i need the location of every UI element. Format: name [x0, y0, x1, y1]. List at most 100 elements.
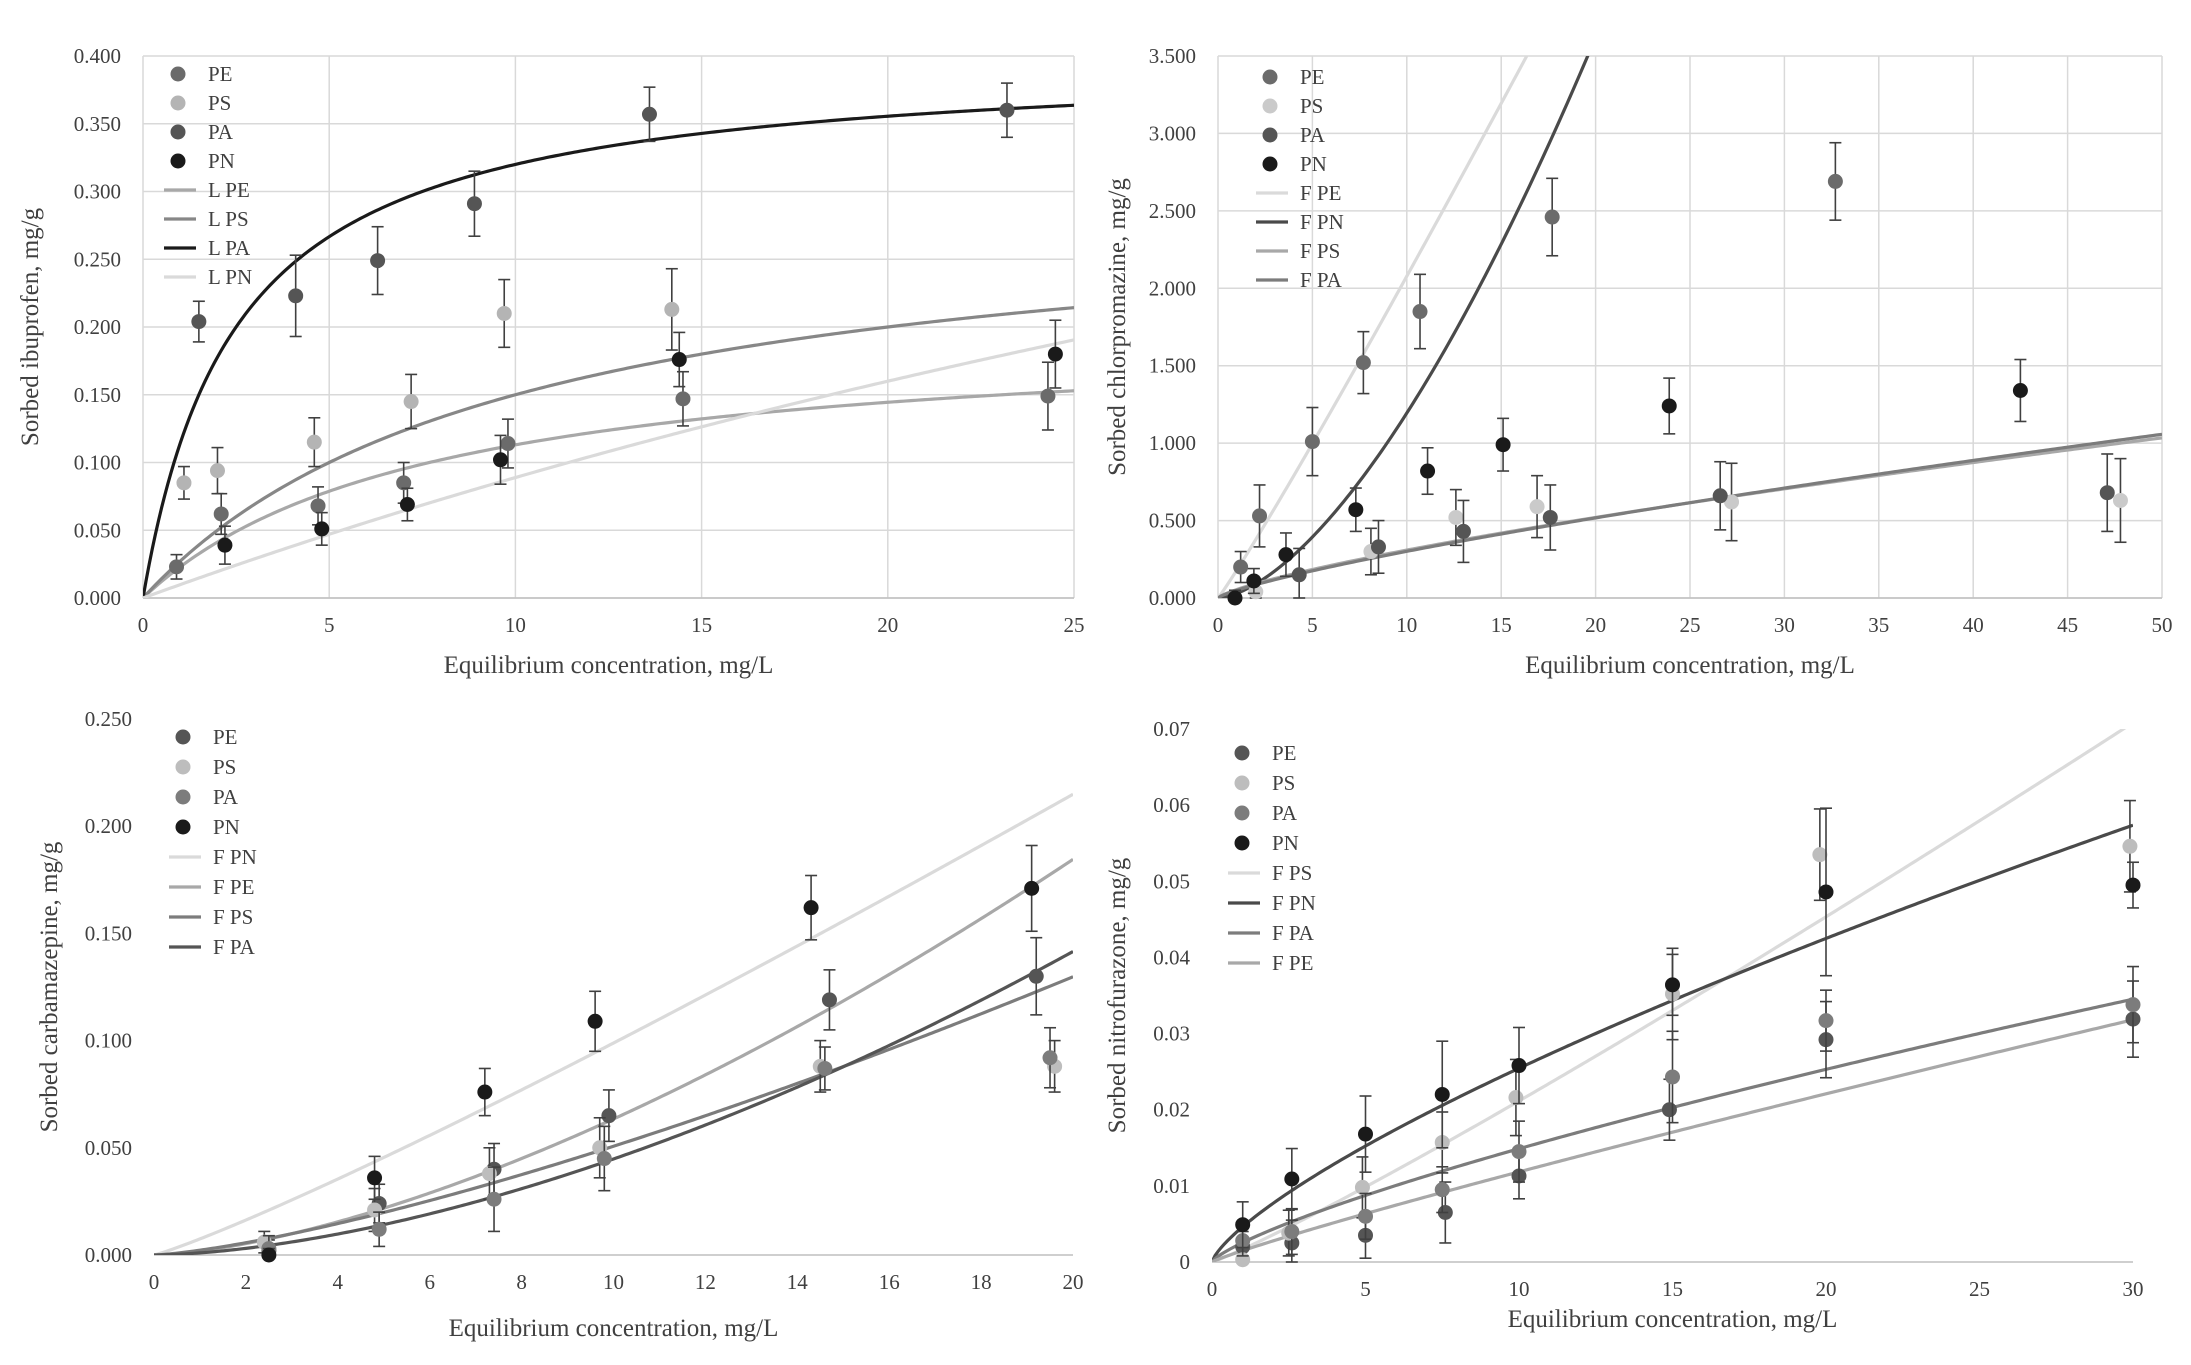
- legend: PE PS PA PN F PS F PN F PA F PE: [1228, 741, 1316, 975]
- x-tick-label: 25: [1064, 613, 1085, 637]
- data-point: [1284, 1171, 1300, 1187]
- y-tick-label: 0.07: [1153, 717, 1190, 741]
- y-tick-label: 0.100: [74, 451, 121, 475]
- data-point: [209, 463, 225, 479]
- x-tick-label: 20: [1816, 1277, 1837, 1301]
- data-point: [1434, 1182, 1450, 1198]
- data-point: [587, 1013, 603, 1029]
- fit-line-l-pn: [143, 338, 1074, 598]
- data-point: [314, 521, 330, 537]
- data-point: [1529, 499, 1545, 515]
- legend-label: PN: [1272, 831, 1299, 855]
- x-tick-label: 15: [1491, 613, 1512, 637]
- legend-label: PA: [1272, 801, 1298, 825]
- x-tick-label: 30: [2123, 1277, 2144, 1301]
- chart-panel-1: 0.000 0.050 0.100 0.150 0.200 0.250 0.300 0.350…: [17, 44, 1085, 679]
- x-axis-title: Equilibrium concentration, mg/L: [444, 652, 774, 679]
- series-pn: [217, 319, 1063, 565]
- data-point: [1544, 209, 1560, 225]
- y-tick-label: 0.01: [1153, 1174, 1190, 1198]
- x-tick-label: 12: [695, 1270, 716, 1294]
- data-point: [2012, 382, 2028, 398]
- y-tick-label: 2.500: [1149, 199, 1196, 223]
- data-point: [1227, 590, 1243, 606]
- data-point: [1495, 437, 1511, 453]
- data-point: [403, 394, 419, 410]
- x-tick-label: 4: [333, 1270, 344, 1294]
- data-point: [1278, 547, 1294, 563]
- legend-label: F PN: [1300, 210, 1344, 234]
- y-tick-label: 3.000: [1149, 121, 1196, 145]
- data-point: [1665, 1069, 1680, 1085]
- data-point: [370, 253, 386, 269]
- data-point: [169, 559, 185, 575]
- data-point: [191, 314, 207, 330]
- x-tick-label: 0: [1213, 613, 1224, 637]
- y-tick-label: 0.000: [1149, 586, 1196, 610]
- fit-line-f-pa: [154, 950, 1073, 1255]
- legend-label: F PE: [1300, 181, 1341, 205]
- legend-label: PE: [213, 725, 238, 749]
- data-point: [217, 537, 233, 553]
- data-point: [1511, 1058, 1527, 1074]
- fit-line-l-pa: [143, 103, 1074, 598]
- chart-panel-4: 0 0.01 0.02 0.03 0.04 0.05 0.06 0.07 0 5 10 15 20 25 3…: [1104, 717, 2144, 1333]
- data-point: [1448, 509, 1464, 525]
- data-point: [803, 900, 819, 916]
- legend-label: F PE: [213, 875, 254, 899]
- data-point: [1235, 1217, 1251, 1233]
- series-pe: [1233, 141, 1843, 584]
- legend-marker: [175, 759, 191, 775]
- data-point: [1252, 508, 1268, 524]
- data-point: [2125, 997, 2141, 1013]
- x-tick-label: 10: [505, 613, 526, 637]
- data-point: [1665, 977, 1680, 993]
- x-tick-label: 10: [1509, 1277, 1530, 1301]
- x-tick-label: 0: [138, 613, 149, 637]
- y-axis-title: Sorbed nitrofurazone, mg/g: [1104, 857, 1131, 1133]
- data-point: [1348, 502, 1364, 518]
- data-point: [1455, 523, 1471, 539]
- legend-marker: [1262, 127, 1278, 143]
- y-tick-label: 0: [1180, 1250, 1191, 1274]
- legend-label: PS: [1300, 94, 1323, 118]
- legend-label: F PS: [1300, 239, 1340, 263]
- x-tick-label: 16: [879, 1270, 900, 1294]
- data-point: [675, 391, 691, 407]
- y-tick-label: 0.400: [74, 44, 121, 68]
- series-ps: [256, 1039, 1063, 1254]
- data-point: [310, 498, 326, 514]
- x-tick-label: 5: [324, 613, 335, 637]
- y-tick-label: 0.100: [85, 1029, 132, 1053]
- data-point: [1358, 1126, 1373, 1142]
- series-pn: [1235, 807, 2141, 1249]
- data-point: [2099, 485, 2115, 501]
- y-tick-label: 0.200: [85, 814, 132, 838]
- data-point: [671, 352, 687, 368]
- x-tick-label: 2: [241, 1270, 252, 1294]
- legend-marker: [175, 789, 191, 805]
- chart-panel-2: 0.000 0.500 1.000 1.500 2.000 2.500 3.000 3.500…: [1104, 44, 2173, 679]
- data-point: [999, 102, 1015, 118]
- data-point: [1291, 567, 1307, 583]
- legend-marker: [1234, 805, 1250, 821]
- data-point: [500, 436, 516, 452]
- data-point: [1358, 1208, 1373, 1224]
- y-tick-label: 0.04: [1153, 945, 1190, 969]
- data-point: [1511, 1144, 1527, 1160]
- fit-line-f-pn: [1218, 56, 1590, 598]
- series-pn: [1227, 358, 2028, 606]
- data-point: [371, 1221, 387, 1237]
- y-axis-title: Sorbed carbamazepine, mg/g: [36, 841, 63, 1132]
- data-point: [1304, 434, 1320, 450]
- data-point: [1812, 847, 1828, 863]
- data-point: [466, 196, 482, 212]
- data-point: [1246, 573, 1262, 589]
- legend-marker: [1234, 745, 1250, 761]
- data-point: [396, 475, 412, 491]
- fit-line-l-ps: [143, 306, 1074, 598]
- legend-marker: [175, 819, 191, 835]
- x-tick-label: 50: [2152, 613, 2173, 637]
- data-point: [493, 452, 509, 468]
